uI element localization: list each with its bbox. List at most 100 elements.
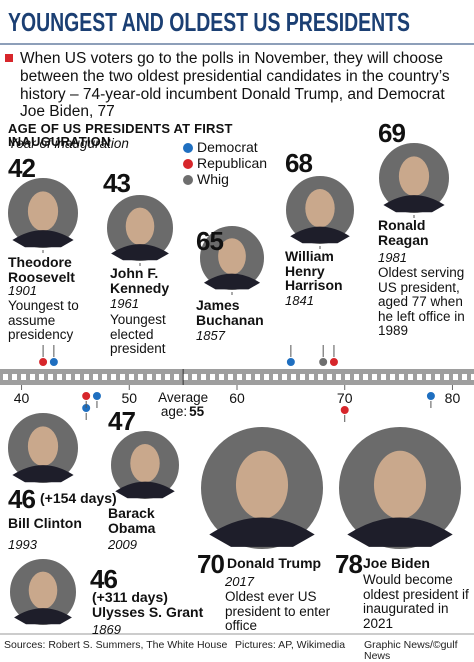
legend-label: Republican [197,155,268,171]
age-dot [91,391,102,401]
photo-face [130,444,160,483]
axis-dash [138,374,143,380]
age-dot [81,391,92,401]
note: Oldest ever US president to enter office [225,589,331,634]
name: William Henry Harrison [285,248,343,294]
axis-dash [327,374,332,380]
axis-dash [192,374,197,380]
year: 1869 [92,622,121,637]
axis-dash [435,374,440,380]
name: Ulysses S. Grant [92,604,204,620]
photo-shoulders [347,517,453,547]
axis-dash [417,374,422,380]
axis-dash [174,374,179,380]
legend-label: Whig [197,171,229,187]
age-dot [425,391,436,401]
axis-dash [408,374,413,380]
age-dot [339,405,350,415]
axis-dash [390,374,395,380]
age-extra: (+154 days) [40,490,117,506]
axis-dash [462,374,467,380]
photo-shoulders [12,230,74,248]
axis-dash [273,374,278,380]
year: 1993 [8,537,37,552]
axis-dash [156,374,161,380]
photo-face [398,156,430,196]
photo-shoulders [12,465,74,483]
photo-shoulders [203,273,261,290]
bullet [5,54,13,62]
photo-face [27,191,59,231]
axis-dash [291,374,296,380]
axis-dash [111,374,116,380]
axis-dash [93,374,98,380]
age: 46 [90,564,118,594]
axis-dash [66,374,71,380]
axis-dash [363,374,368,380]
age: 43 [103,168,131,198]
intro-text: When US voters go to the polls in Novemb… [20,50,450,121]
photo-shoulders [290,226,350,244]
name: Donald Trump [227,555,322,571]
name: John F. Kennedy [110,265,170,296]
age: 46 [8,484,36,514]
axis-dash [246,374,251,380]
tick-label: 50 [121,390,138,406]
axis-dash [3,374,8,380]
name: Joe Biden [363,555,430,571]
axis-dash [237,374,242,380]
age: 68 [285,148,313,178]
note: Youngest elected president [110,312,166,357]
age: 47 [108,406,136,436]
age: 78 [335,549,363,579]
age-dot [285,357,296,367]
axis-dash [381,374,386,380]
photo-face [28,571,58,609]
axis-dash [264,374,269,380]
axis-dash [12,374,17,380]
year: 1841 [285,293,314,308]
photo-shoulders [209,517,315,547]
year: 2017 [225,574,254,589]
tick-label: 70 [336,390,353,406]
axis-dash [39,374,44,380]
sources: Sources: Robert S. Summers, The White Ho… [4,639,228,651]
photo-face [218,238,246,275]
axis-dash [318,374,323,380]
axis-dash [21,374,26,380]
axis-dash [219,374,224,380]
axis-dash [336,374,341,380]
age: 69 [378,118,406,148]
axis-dash [426,374,431,380]
average-value: 55 [189,404,205,419]
photo-shoulders [111,244,169,261]
age: 70 [197,549,225,579]
axis-dash [84,374,89,380]
tick-label: 80 [444,390,461,406]
axis-dash [372,374,377,380]
axis-dash [30,374,35,380]
year: 1857 [196,328,225,343]
axis-dash [57,374,62,380]
age: 65 [196,226,224,256]
axis-dash [471,374,474,380]
note: Youngest to assume presidency [8,298,79,343]
year: 1961 [110,296,139,311]
axis-dash [453,374,458,380]
legend-swatch [183,175,193,185]
axis-dash [165,374,170,380]
title: YOUNGEST AND OLDEST US PRESIDENTS [8,7,410,37]
axis-dash [345,374,350,380]
year: 1901 [8,283,37,298]
axis-dash [210,374,215,380]
legend-swatch [183,159,193,169]
average-label: Average [158,390,209,405]
year: 1981 [378,250,407,265]
axis-dash [48,374,53,380]
tick-label: 60 [229,390,245,406]
axis-dash [300,374,305,380]
axis-dash [129,374,134,380]
